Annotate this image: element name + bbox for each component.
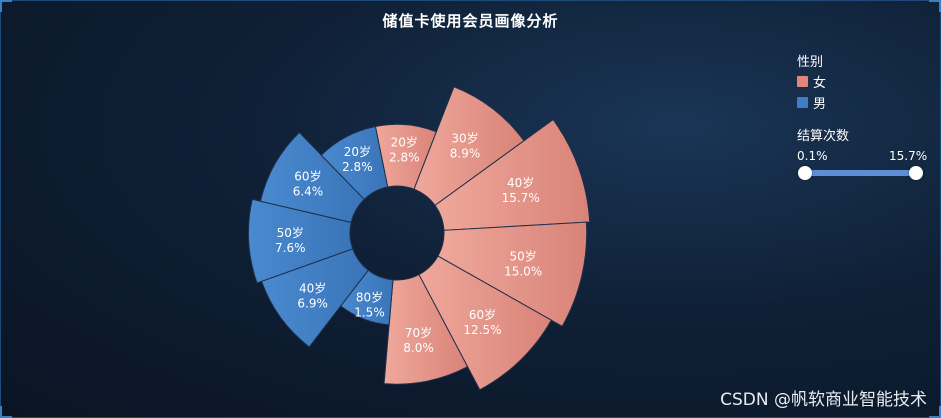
slice-value-label: 8.9% [450, 147, 481, 161]
rose-slice[interactable] [247, 198, 354, 284]
slice-value-label: 12.5% [463, 323, 501, 337]
rose-slice[interactable] [437, 221, 588, 327]
legend-swatch-icon [797, 97, 808, 108]
watermark-text: CSDN @帆软商业智能技术 [720, 390, 927, 410]
range-slider-track[interactable] [805, 170, 917, 176]
slice-category-label: 40岁 [507, 175, 534, 190]
range-min-label: 0.1% [797, 149, 828, 163]
legend-label: 男 [813, 97, 827, 112]
slice-category-label: 20岁 [391, 134, 418, 149]
slice-category-label: 70岁 [405, 325, 432, 340]
slice-value-label: 15.0% [504, 264, 542, 278]
rose-slice[interactable] [374, 123, 438, 190]
legend-item-male[interactable]: 男 [797, 93, 826, 112]
slice-value-label: 2.8% [342, 160, 373, 174]
slice-category-label: 60岁 [469, 307, 496, 322]
range-slider-min-handle[interactable] [798, 166, 812, 180]
rose-slice[interactable] [383, 273, 469, 385]
slice-value-label: 8.0% [403, 341, 434, 355]
rose-slice[interactable] [320, 125, 389, 201]
slice-category-label: 40岁 [299, 280, 326, 295]
range-slider-max-handle[interactable] [909, 166, 923, 180]
slice-value-label: 6.4% [293, 185, 324, 199]
slice-category-label: 50岁 [277, 225, 304, 240]
slice-category-label: 80岁 [356, 290, 383, 305]
range-max-label: 15.7% [889, 149, 928, 163]
slice-category-label: 20岁 [344, 144, 371, 159]
corner-decoration [929, 406, 941, 418]
rose-slice[interactable] [259, 131, 365, 223]
legend-swatch-icon [797, 76, 808, 87]
corner-decoration [0, 406, 12, 418]
legend-label: 女 [813, 76, 827, 91]
visual-map-title: 结算次数 [797, 129, 850, 144]
slice-value-label: 2.8% [389, 150, 420, 164]
slice-value-label: 6.9% [297, 296, 328, 310]
slice-category-label: 50岁 [509, 248, 536, 263]
chart-title: 储值卡使用会员画像分析 [382, 12, 559, 30]
rose-slice[interactable] [418, 255, 553, 391]
legend-title: 性别 [797, 55, 824, 70]
slice-value-label: 15.7% [502, 191, 540, 205]
legend-item-female[interactable]: 女 [797, 72, 826, 91]
corner-decoration [929, 0, 941, 12]
slice-value-label: 7.6% [275, 241, 306, 255]
rose-slice[interactable] [413, 86, 525, 207]
rose-slice[interactable] [260, 248, 370, 348]
corner-decoration [0, 0, 12, 12]
slice-category-label: 30岁 [451, 131, 478, 146]
slice-category-label: 60岁 [294, 169, 321, 184]
slice-value-label: 1.5% [354, 306, 385, 320]
rose-slice[interactable] [434, 118, 591, 231]
